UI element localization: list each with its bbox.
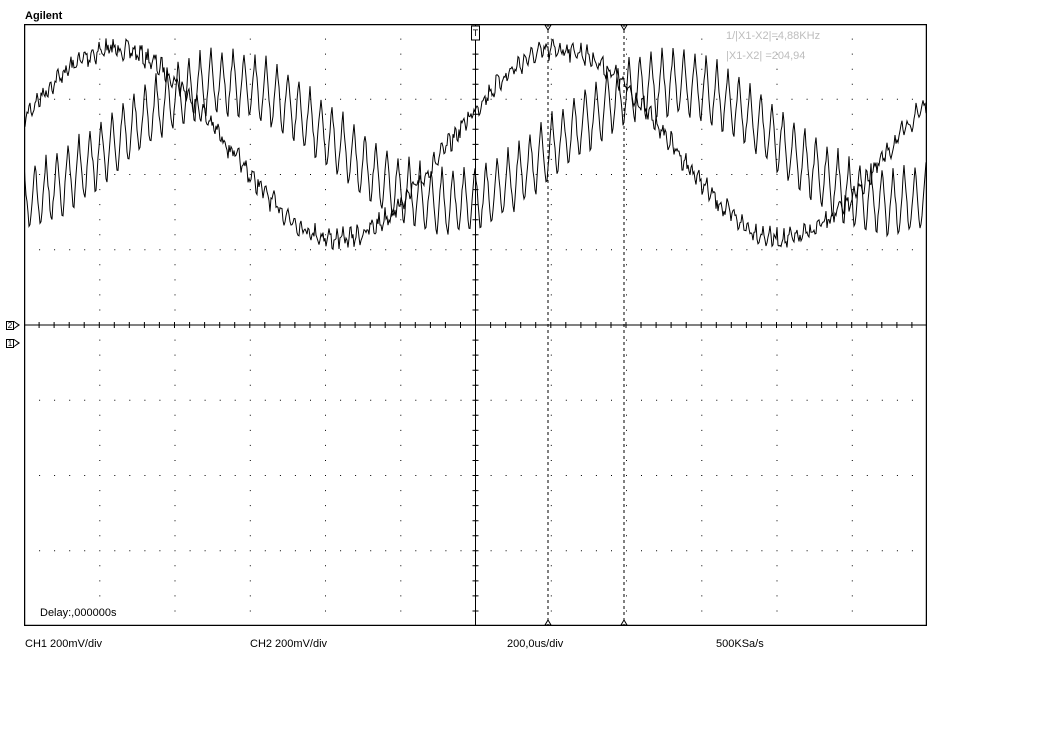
- frequency-readout: 1/|X1-X2|=4,88KHz: [726, 30, 821, 42]
- timebase-label: 200,0us/div: [507, 638, 564, 650]
- ch1-ground-marker[interactable]: 1: [6, 339, 20, 348]
- brand-label: Agilent: [25, 10, 63, 22]
- ch1-scale-label: CH1 200mV/div: [25, 638, 103, 650]
- waveform-traces: [24, 38, 927, 251]
- cursor-x1-top-marker: [544, 24, 552, 31]
- time-cursors[interactable]: [544, 24, 628, 626]
- ch1-marker-label: 1: [6, 339, 14, 348]
- trigger-marker-glyph: T: [473, 28, 479, 38]
- waveform-plot: T: [24, 24, 927, 626]
- cursor-x2-top-marker: [620, 24, 628, 31]
- trace-a: [24, 38, 927, 251]
- oscilloscope-display[interactable]: T: [24, 24, 927, 626]
- delay-readout: Delay:,000000s: [40, 607, 117, 619]
- delta-x-readout: |X1-X2| =204,94: [726, 50, 806, 62]
- trace-b: [24, 47, 927, 238]
- ch2-marker-label: 2: [6, 321, 14, 330]
- sample-rate-label: 500KSa/s: [716, 638, 764, 650]
- cursor-x2-bottom-marker: [620, 619, 628, 626]
- ch2-ground-marker[interactable]: 2: [6, 321, 20, 330]
- center-axis-ticks: [24, 24, 927, 626]
- trigger-marker: T: [471, 25, 480, 41]
- trigger-marker-box: [471, 25, 480, 41]
- ch2-scale-label: CH2 200mV/div: [250, 638, 328, 650]
- cursor-x1-bottom-marker: [544, 619, 552, 626]
